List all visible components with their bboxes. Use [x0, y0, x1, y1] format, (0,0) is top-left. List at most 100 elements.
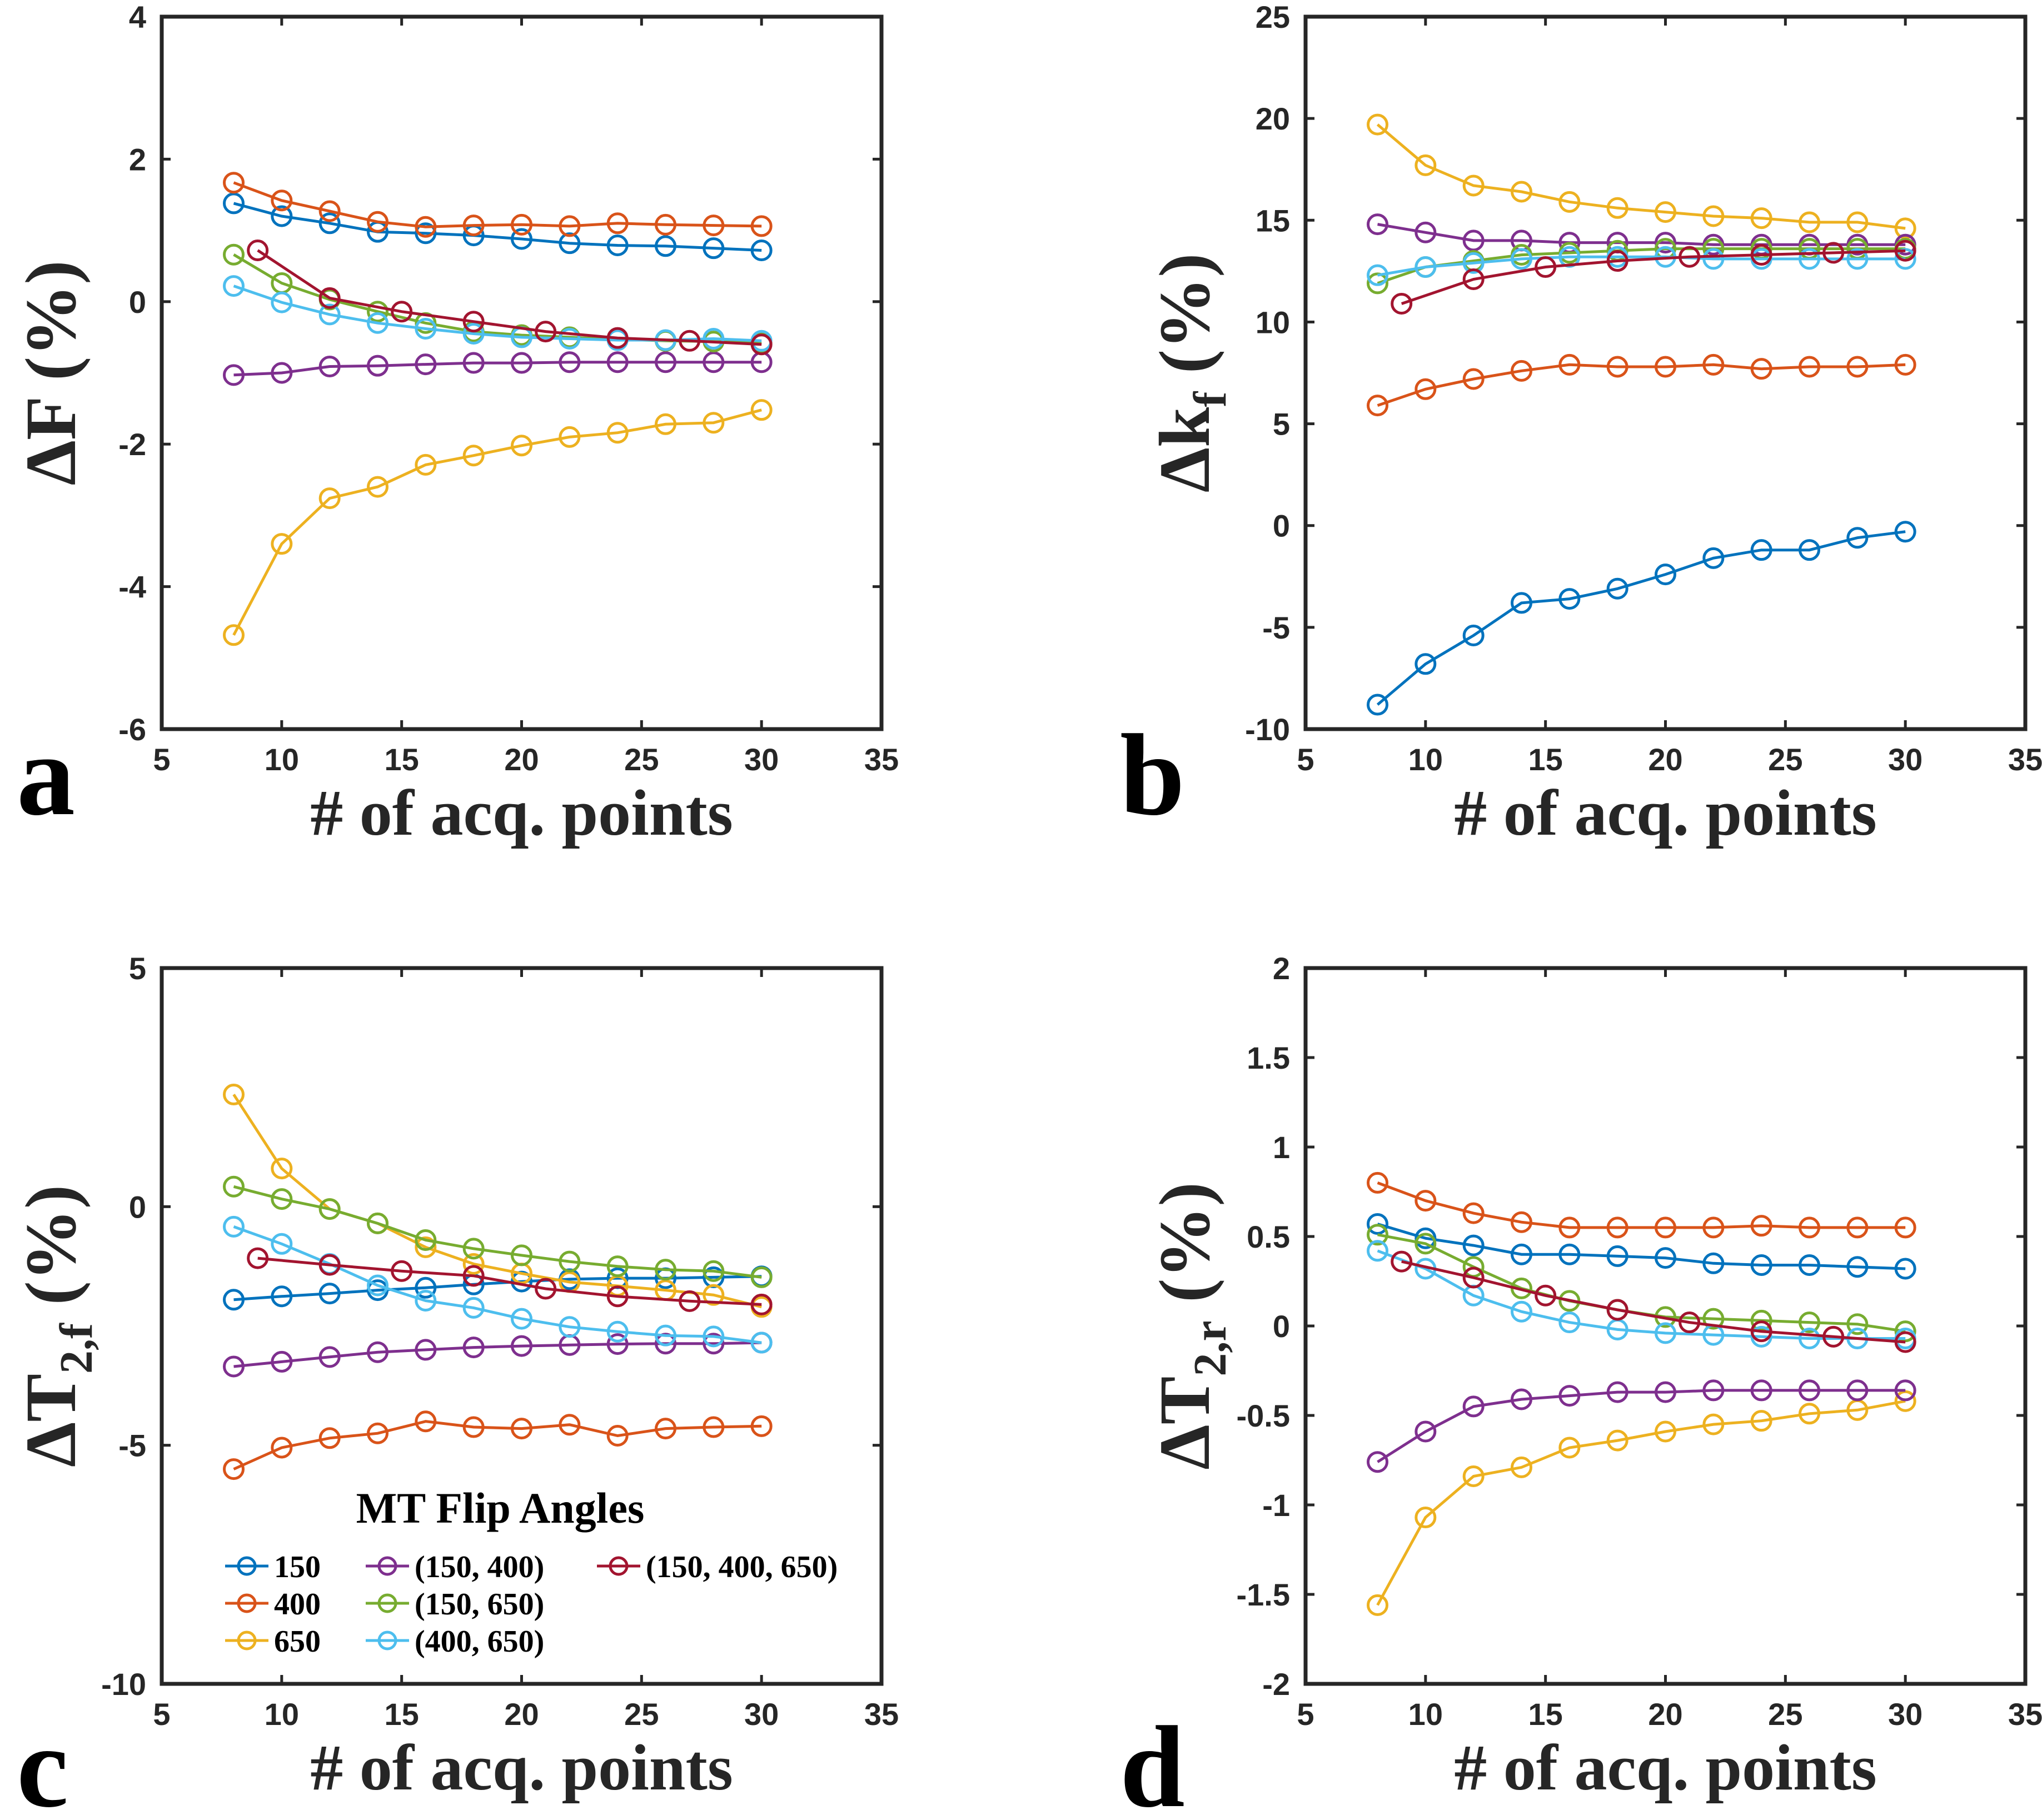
data-point-marker: [655, 1259, 676, 1281]
data-point-marker: [223, 275, 245, 297]
series-650: [1367, 1390, 1916, 1616]
data-point-marker: [703, 215, 725, 237]
data-point-marker: [1655, 1247, 1676, 1269]
y-tick-label: -1.5: [1237, 1577, 1291, 1612]
data-point-marker: [1415, 1233, 1437, 1255]
series-line: [233, 253, 762, 345]
data-point-marker: [1367, 113, 1388, 136]
data-point-marker: [415, 1339, 437, 1361]
data-point-marker: [606, 1255, 629, 1278]
data-point-marker: [679, 330, 701, 352]
data-point-marker: [1750, 1215, 1772, 1237]
data-point-marker: [462, 322, 485, 345]
data-point-marker: [1846, 1313, 1869, 1335]
series-400: [1367, 1171, 1916, 1239]
data-point-marker: [1415, 653, 1437, 675]
data-point-marker: [318, 1198, 341, 1220]
data-point-marker: [750, 1332, 773, 1354]
data-point-marker: [223, 1458, 245, 1480]
legend-label: (150, 400, 650): [646, 1550, 838, 1584]
data-point-marker: [1750, 1410, 1772, 1432]
data-point-marker: [655, 235, 676, 257]
data-point-marker: [655, 413, 676, 435]
data-point-marker: [1462, 1395, 1485, 1418]
y-tick-label: 0: [129, 285, 146, 320]
data-point-marker: [1415, 221, 1437, 243]
series-150-650: [223, 1175, 773, 1288]
data-point-marker: [1415, 1190, 1437, 1212]
data-point-marker: [318, 200, 341, 222]
data-point-marker: [1894, 353, 1916, 376]
data-point-marker: [367, 312, 389, 334]
data-point-marker: [655, 351, 676, 373]
data-point-marker: [1535, 256, 1557, 278]
data-point-marker: [223, 172, 245, 194]
data-point-marker: [1415, 378, 1437, 400]
data-point-marker: [1535, 1284, 1557, 1307]
data-point-marker: [1367, 1594, 1388, 1616]
data-point-marker: [1846, 1379, 1869, 1402]
x-tick-label: 10: [265, 1697, 299, 1732]
data-point-marker: [271, 1350, 293, 1373]
data-point-marker: [1894, 248, 1916, 270]
data-point-marker: [1799, 1403, 1820, 1425]
panel-label: c: [17, 1703, 68, 1820]
data-point-marker: [367, 355, 389, 377]
data-point-marker: [655, 1324, 676, 1347]
data-point-marker: [271, 190, 293, 212]
data-point-marker: [559, 1414, 581, 1436]
data-point-marker: [1462, 174, 1485, 197]
data-point-marker: [318, 1254, 341, 1276]
data-point-marker: [415, 353, 437, 376]
x-tick-label: 20: [504, 742, 539, 777]
legend-entry: 400: [225, 1587, 321, 1622]
x-tick-label: 30: [744, 742, 779, 777]
data-point-marker: [535, 321, 557, 343]
data-point-marker: [1558, 588, 1581, 610]
y-axis-label: ΔT2,r (%): [1145, 1182, 1236, 1470]
data-point-marker: [606, 1285, 629, 1308]
series-400-650: [1367, 1240, 1916, 1350]
legend-entry: (150, 650): [366, 1587, 544, 1622]
data-point-marker: [559, 351, 581, 373]
data-point-marker: [703, 1325, 725, 1348]
data-point-marker: [1462, 625, 1485, 647]
data-point-marker: [750, 399, 773, 421]
data-point-marker: [223, 243, 245, 266]
panel-label: b: [1120, 711, 1185, 840]
data-point-marker: [223, 1215, 245, 1238]
data-point-marker: [511, 1335, 532, 1357]
data-point-marker: [223, 1355, 245, 1378]
y-tick-label: 1: [1273, 1130, 1290, 1165]
series-line: [233, 361, 762, 377]
data-point-marker: [1799, 1312, 1820, 1334]
data-point-marker: [703, 1260, 725, 1282]
y-tick-label: 1.5: [1247, 1040, 1290, 1075]
data-point-marker: [1367, 1171, 1388, 1194]
data-point-marker: [1511, 1388, 1532, 1410]
series-150-400-650: [1391, 240, 1916, 315]
data-point-marker: [367, 476, 389, 498]
data-point-marker: [559, 1250, 581, 1273]
data-point-marker: [1367, 1213, 1388, 1235]
data-point-marker: [750, 1266, 773, 1288]
data-point-marker: [415, 1410, 437, 1433]
data-point-marker: [750, 215, 773, 237]
series-line: [232, 1094, 762, 1309]
x-tick-label: 25: [624, 742, 659, 777]
series-650: [223, 399, 773, 646]
data-point-marker: [1894, 1216, 1916, 1239]
series-150: [223, 192, 773, 261]
series-150: [223, 1265, 773, 1311]
y-tick-label: 15: [1256, 203, 1290, 238]
x-tick-label: 5: [1297, 1697, 1314, 1732]
data-point-marker: [1511, 592, 1532, 614]
data-point-marker: [703, 412, 725, 434]
data-point-marker: [1415, 256, 1437, 278]
data-point-marker: [462, 1253, 485, 1275]
data-point-marker: [1655, 564, 1676, 586]
data-point-marker: [1391, 292, 1413, 315]
data-point-marker: [415, 318, 437, 340]
data-point-marker: [1367, 213, 1388, 236]
